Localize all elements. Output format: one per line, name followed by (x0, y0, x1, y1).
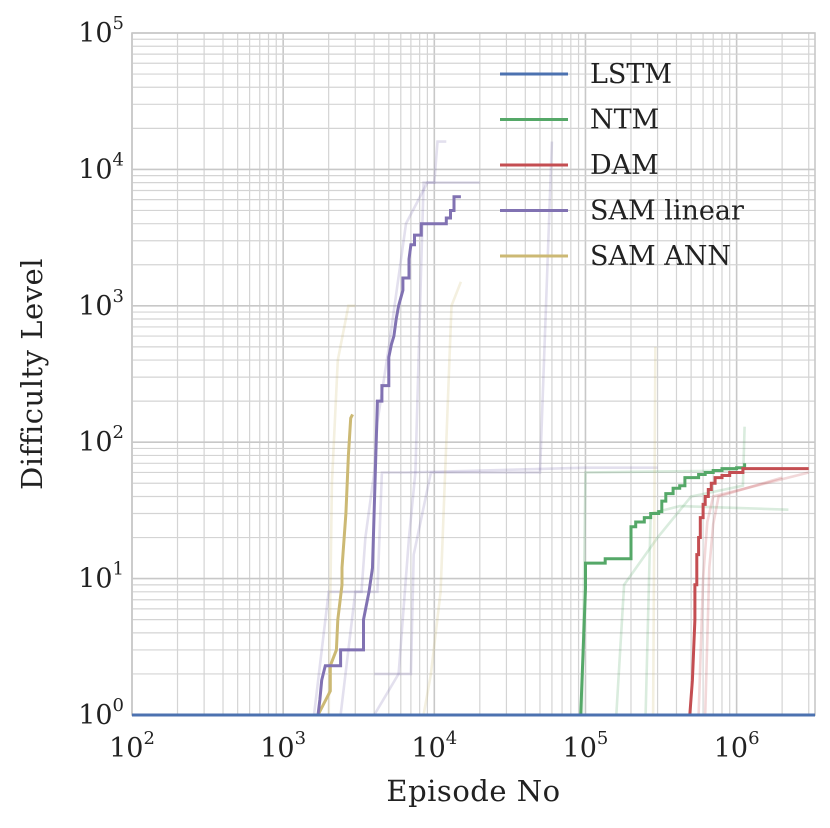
plot-frame (131, 32, 816, 716)
x-axis-title: Episode No (386, 774, 560, 808)
sam-linear-legend-label: SAM linear (590, 196, 744, 227)
y-axis-title: Difficulty Level (15, 258, 49, 490)
x-tick-labels: 102 103 104 105 106 (109, 728, 759, 764)
ntm-legend-label: NTM (590, 105, 659, 136)
sam-ann-faint-run (422, 281, 463, 716)
sam-ann-series-line (316, 413, 354, 716)
sam-linear-faint-run (373, 140, 447, 716)
sam-linear-faint-run (374, 141, 554, 676)
faint-runs-layer (132, 140, 810, 717)
sam-ann-legend-label: SAM ANN (590, 241, 731, 272)
dam-legend-label: DAM (590, 150, 659, 181)
ntm-faint-run (615, 426, 746, 716)
x-tick-label: 104 (411, 728, 457, 764)
x-tick-label: 102 (109, 728, 155, 764)
y-tick-label: 102 (78, 422, 124, 458)
x-tick-label: 106 (714, 728, 760, 764)
lstm-legend-label: LSTM (590, 59, 672, 90)
sam-linear-faint-run (339, 466, 658, 716)
legend: LSTM NTM DAM SAM linear SAM ANN (500, 59, 744, 272)
dam-series-line (132, 467, 809, 717)
sam-ann-faint-run (327, 304, 356, 716)
grid-layer (131, 32, 815, 716)
x-tick-label: 103 (260, 728, 306, 764)
sam-ann-faint-run (651, 346, 657, 716)
y-tick-label: 101 (78, 559, 124, 595)
series-layer (132, 195, 815, 717)
dam-faint-run (697, 471, 810, 716)
y-tick-label: 103 (78, 286, 124, 322)
dam-faint-run (703, 476, 783, 716)
y-tick-label: 105 (78, 13, 124, 49)
sam-linear-series-line (132, 195, 772, 717)
ntm-faint-run (644, 504, 789, 716)
x-tick-label: 105 (563, 728, 609, 764)
y-tick-label: 104 (78, 149, 124, 185)
ntm-series-line (132, 463, 747, 717)
y-tick-labels: 100 101 102 103 104 105 (78, 13, 124, 731)
y-tick-label: 100 (78, 695, 124, 731)
